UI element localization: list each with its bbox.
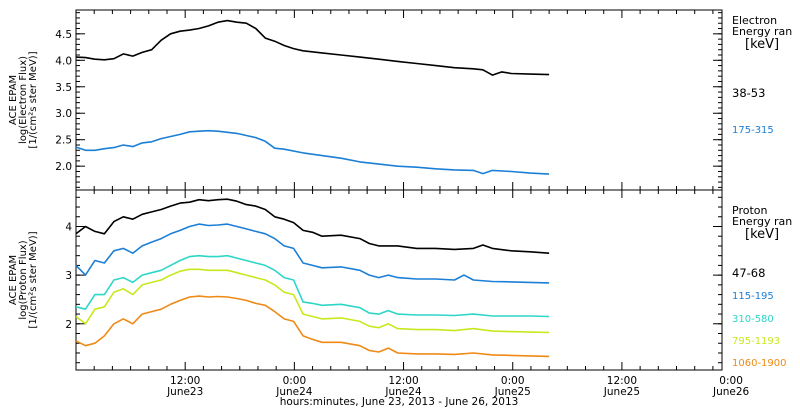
electron-y-tick-label: 2.5	[55, 135, 72, 147]
electron-legend-entry: 175-315	[732, 125, 774, 136]
x-tick-time-label: 12:00	[388, 375, 418, 387]
proton-legend-entry: 115-195	[732, 291, 774, 302]
proton-y-axis-label: ACE EPAM log(Proton Flux) [1/(cm²s ster Me…	[8, 231, 39, 328]
proton-y-ticks: 2 3 4	[65, 196, 722, 364]
electron-legend-title-line: Electron	[732, 14, 777, 27]
proton-legend-title-line: Proton	[732, 204, 767, 217]
electron-legend-entry: 38-53	[732, 86, 765, 100]
x-tick-date-label: June23	[166, 386, 203, 398]
proton-panel: ACE EPAM log(Proton Flux) [1/(cm²s ster Me…	[8, 189, 792, 371]
proton-legend-entry: 47-68	[732, 266, 765, 280]
proton-series-line-1060-1900	[75, 295, 550, 358]
proton-y-label-line: log(Proton Flux)	[18, 240, 29, 319]
electron-plot-frame	[75, 9, 723, 191]
proton-y-tick-label: 3	[65, 270, 72, 282]
electron-y-ticks: 2.0 2.5 3.0 3.5 4.0 4.5	[55, 12, 722, 188]
electron-legend-title-line: Energy ran	[732, 25, 792, 38]
electron-series-line-175-315	[75, 129, 550, 175]
proton-legend-entry: 310-580	[732, 314, 774, 325]
x-axis-title: hours:minutes, June 23, 2013 - June 26, …	[280, 396, 519, 408]
proton-y-label-line: ACE EPAM	[8, 255, 19, 305]
electron-panel: ACE EPAM log(Electron Flux) [1/(cm²s ster …	[8, 9, 792, 191]
x-tick-time-label: 12:00	[170, 375, 200, 387]
proton-series-line-310-580	[75, 254, 550, 318]
proton-legend-entry: 795-1193	[732, 336, 780, 347]
electron-legend-title-line: [keV]	[745, 37, 779, 52]
proton-series-line-47-68	[75, 198, 550, 254]
electron-y-tick-label: 3.0	[55, 108, 72, 120]
electron-series	[75, 19, 550, 175]
x-tick-date-label: June24	[384, 386, 422, 398]
electron-series-line-38-53	[75, 19, 550, 76]
x-tick-time-label: 12:00	[607, 375, 637, 387]
proton-legend-title-line: [keV]	[745, 227, 779, 242]
x-tick-date-label: June25	[494, 386, 531, 398]
x-tick-date-label: June24	[275, 386, 313, 398]
x-tick-date-label: June26	[712, 386, 750, 398]
proton-legend-entry: 1060-1900	[732, 358, 787, 369]
electron-y-tick-label: 2.0	[55, 161, 72, 173]
proton-legend-title-line: Energy ran	[732, 215, 792, 228]
x-tick-time-label: 0:00	[501, 375, 525, 387]
proton-series-line-115-195	[75, 223, 550, 284]
electron-y-label-line: log(Electron Flux)	[18, 56, 29, 144]
x-tick-time-label: 0:00	[719, 375, 743, 387]
electron-y-tick-label: 4.5	[55, 29, 72, 41]
proton-y-tick-label: 2	[65, 319, 72, 331]
electron-y-tick-label: 3.5	[55, 82, 72, 94]
proton-series	[75, 198, 550, 358]
electron-y-label-line: ACE EPAM	[8, 75, 19, 125]
electron-y-tick-label: 4.0	[55, 55, 72, 67]
proton-series-line-795-1193	[75, 268, 550, 334]
x-tick-time-label: 0:00	[283, 375, 307, 387]
electron-y-label-line: [1/(cm²s ster MeV)]	[28, 51, 39, 148]
proton-y-label-line: [1/(cm²s ster MeV)]	[28, 231, 39, 328]
electron-y-axis-label: ACE EPAM log(Electron Flux) [1/(cm²s ster …	[8, 51, 39, 148]
proton-plot-frame	[75, 189, 723, 371]
time-x-axis: 12:00June230:00June2412:00June240:00June…	[75, 10, 750, 398]
x-tick-date-label: June25	[603, 386, 640, 398]
proton-y-tick-label: 4	[65, 221, 72, 233]
